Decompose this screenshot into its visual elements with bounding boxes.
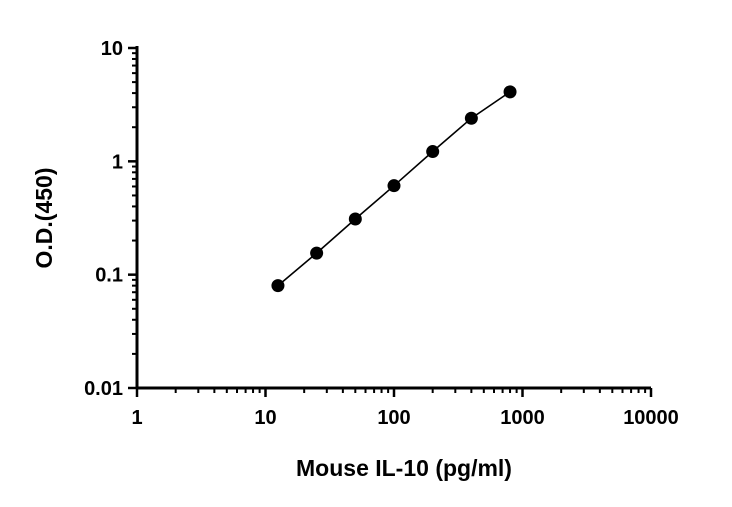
- x-tick-label: 100: [377, 407, 410, 429]
- data-point: [464, 111, 478, 125]
- data-point: [348, 212, 362, 226]
- x-axis-title: Mouse IL-10 (pg/ml): [296, 455, 512, 481]
- data-point: [426, 145, 440, 159]
- x-tick-label: 1: [131, 407, 142, 429]
- data-point: [503, 85, 517, 99]
- y-tick-label: 10: [101, 38, 123, 60]
- y-tick-label: 1: [112, 151, 123, 173]
- x-tick-label: 10: [254, 407, 276, 429]
- data-layer: [271, 85, 517, 293]
- x-tick-label: 1000: [500, 407, 545, 429]
- x-tick-label: 10000: [623, 407, 679, 429]
- axes: [135, 46, 651, 390]
- data-point: [387, 179, 401, 193]
- y-tick-label: 0.1: [95, 265, 123, 287]
- y-tick-label: 0.01: [84, 378, 123, 400]
- data-point: [271, 279, 285, 293]
- y-axis-title: O.D.(450): [31, 168, 57, 269]
- data-point: [310, 246, 324, 260]
- ticks: 1 10 100 1000 10000 0.01 0.1 1 10: [84, 38, 679, 429]
